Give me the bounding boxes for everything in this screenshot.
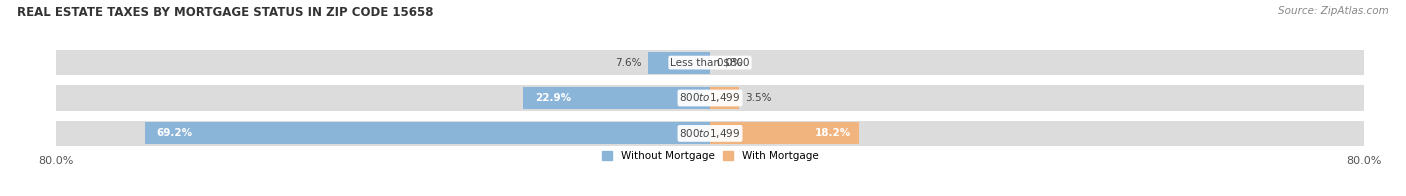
Text: Less than $800: Less than $800	[671, 58, 749, 68]
Text: 7.6%: 7.6%	[614, 58, 641, 68]
Bar	[710, 87, 738, 109]
Text: 18.2%: 18.2%	[814, 128, 851, 138]
Bar	[710, 122, 859, 144]
Text: 0.0%: 0.0%	[717, 58, 742, 68]
Bar	[56, 50, 1364, 75]
Legend: Without Mortgage, With Mortgage: Without Mortgage, With Mortgage	[602, 151, 818, 161]
Bar	[648, 52, 710, 74]
Text: REAL ESTATE TAXES BY MORTGAGE STATUS IN ZIP CODE 15658: REAL ESTATE TAXES BY MORTGAGE STATUS IN …	[17, 6, 433, 19]
Bar	[145, 122, 710, 144]
Text: 3.5%: 3.5%	[745, 93, 772, 103]
Bar	[56, 85, 1364, 111]
Text: 22.9%: 22.9%	[536, 93, 571, 103]
Text: 69.2%: 69.2%	[156, 128, 193, 138]
Bar	[523, 87, 710, 109]
Bar	[56, 121, 1364, 146]
Text: Source: ZipAtlas.com: Source: ZipAtlas.com	[1278, 6, 1389, 16]
Text: $800 to $1,499: $800 to $1,499	[679, 127, 741, 140]
Text: $800 to $1,499: $800 to $1,499	[679, 92, 741, 104]
